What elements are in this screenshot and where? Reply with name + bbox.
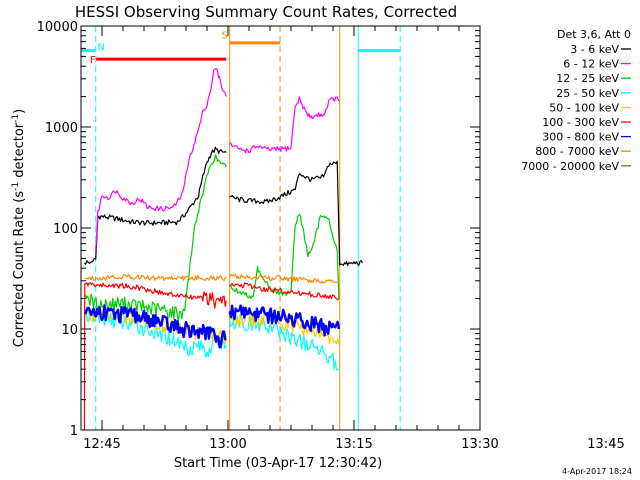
- x-tick-label: 13:45: [587, 437, 624, 452]
- axes-layer: 1 10 100 1000 10000 12:45 13:00 13:15 13:30 13:45…: [37, 20, 625, 452]
- series-line: [229, 273, 340, 284]
- y-axis-label-sup: -1: [11, 182, 21, 191]
- chart-title: HESSI Observing Summary Count Rates, Cor…: [75, 3, 457, 21]
- x-axis-label: Start Time (03-Apr-17 12:30:42): [174, 456, 382, 471]
- legend-entry-label: 3 - 6 keV: [570, 43, 619, 56]
- legend-entry-label: 300 - 800 keV: [542, 131, 619, 144]
- legend-entry-label: 7000 - 20000 keV: [521, 160, 619, 173]
- flag-label: N: [97, 42, 104, 53]
- timestamp: 4-Apr-2017 18:24: [562, 467, 632, 476]
- y-tick-label: 1: [70, 424, 78, 439]
- y-axis-label: Corrected Count Rate (s-1 detector-1): [11, 109, 27, 347]
- series-line: [229, 282, 340, 301]
- legend-entry-label: 12 - 25 keV: [556, 72, 619, 85]
- flag-layer: FN S: [80, 26, 401, 430]
- series-line: [83, 282, 227, 431]
- series-line: [229, 160, 363, 267]
- x-tick-label: 13:30: [461, 437, 498, 452]
- series-line: [84, 154, 227, 323]
- flag-label: F: [90, 55, 96, 66]
- series-line: [84, 304, 227, 349]
- legend-entry-label: 6 - 12 keV: [563, 58, 619, 71]
- legend-entry-label: 50 - 100 keV: [549, 101, 619, 114]
- series-line: [83, 146, 227, 265]
- series-line: [95, 68, 227, 251]
- legend-entry-label: 25 - 50 keV: [556, 87, 619, 100]
- x-tick-label: 13:00: [209, 437, 246, 452]
- series-line: [84, 306, 227, 345]
- y-tick-label: 10000: [37, 20, 78, 35]
- y-axis-label-part: detector: [12, 122, 27, 182]
- x-tick-label: 12:45: [83, 437, 120, 452]
- y-tick-label: 10: [61, 323, 78, 338]
- series-line: [229, 314, 340, 371]
- y-tick-label: 1000: [45, 121, 78, 136]
- y-axis-label-sup: -1: [11, 114, 21, 123]
- series-line: [229, 96, 340, 154]
- series-line: [229, 213, 340, 299]
- series-layer: [83, 68, 363, 431]
- y-tick-label: 100: [53, 222, 78, 237]
- y-axis-label-part: Corrected Count Rate (s: [12, 191, 27, 348]
- x-tick-label: 13:15: [335, 437, 372, 452]
- y-axis-label-part: ): [12, 109, 27, 114]
- series-line: [228, 304, 341, 337]
- series-line: [84, 274, 227, 282]
- legend-title: Det 3,6, Att 0: [557, 28, 631, 41]
- flag-label: S: [221, 31, 227, 42]
- legend-entry-label: 100 - 300 keV: [542, 116, 619, 129]
- legend-entry-label: 800 - 7000 keV: [535, 145, 619, 158]
